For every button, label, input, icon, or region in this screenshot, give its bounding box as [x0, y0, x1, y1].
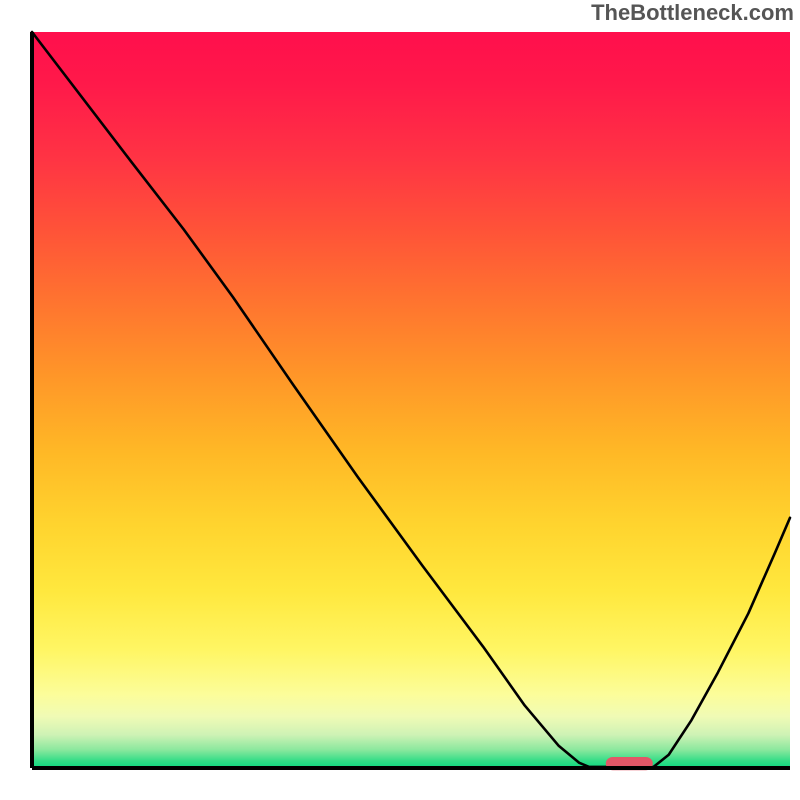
plot-background [32, 32, 790, 768]
watermark-text: TheBottleneck.com [591, 0, 794, 26]
bottleneck-chart [0, 0, 800, 800]
chart-container: TheBottleneck.com [0, 0, 800, 800]
